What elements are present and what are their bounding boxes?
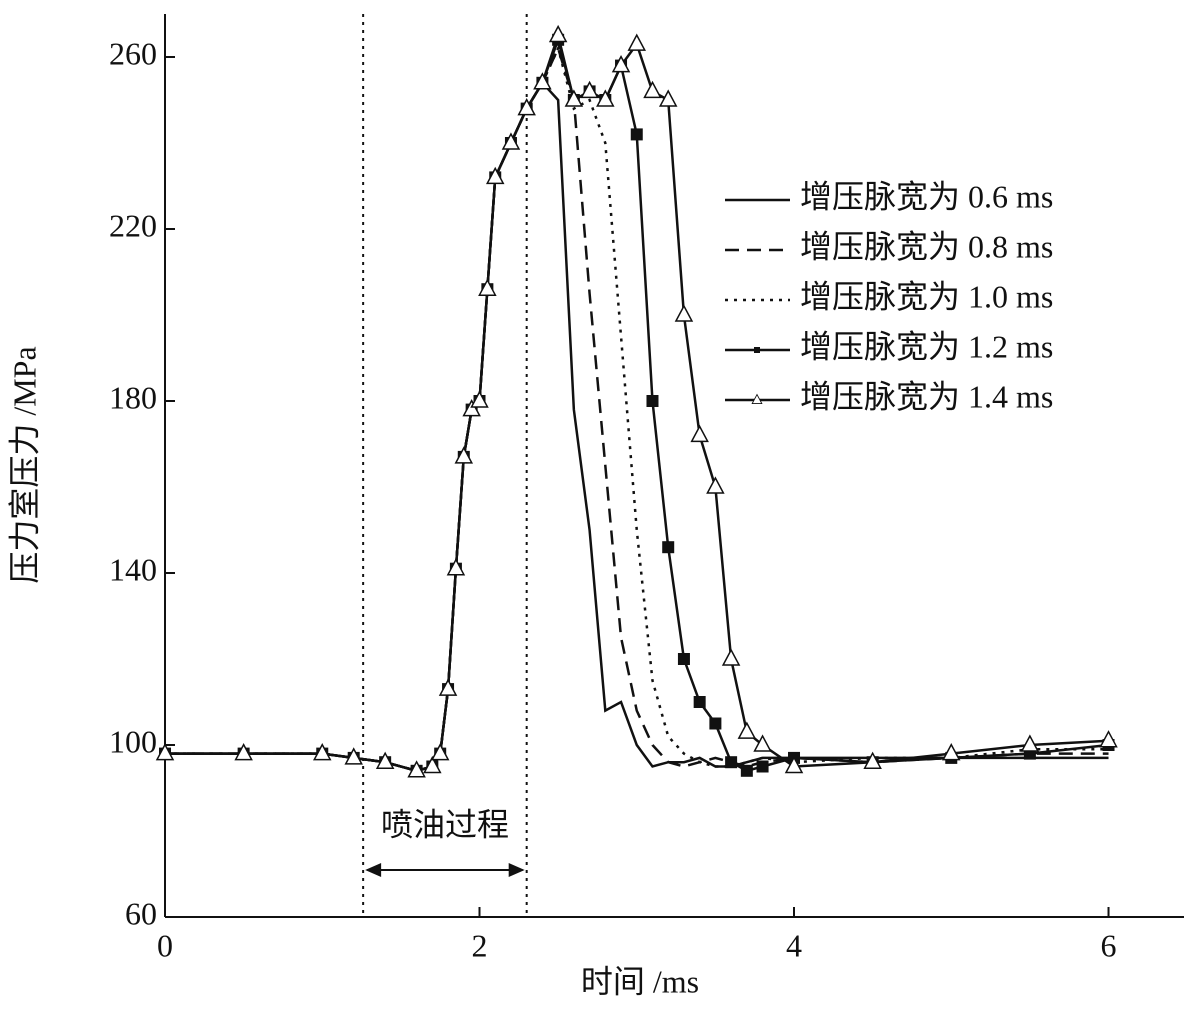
marker — [462, 399, 481, 417]
marker — [485, 166, 505, 185]
marker — [478, 278, 497, 296]
marker — [706, 476, 725, 494]
marker — [1020, 734, 1040, 752]
y-tick-label: 260 — [109, 35, 157, 71]
marker — [756, 760, 769, 773]
legend-label: 增压脉宽为 0.8 ms — [800, 228, 1053, 264]
x-axis-label: 时间 /ms — [581, 963, 699, 999]
y-tick-label: 60 — [125, 895, 157, 931]
marker — [501, 132, 521, 150]
marker — [784, 755, 804, 774]
legend-marker — [751, 393, 763, 405]
y-tick-label: 140 — [109, 551, 157, 587]
marker — [596, 89, 615, 107]
series-line — [165, 44, 1109, 773]
marker — [375, 751, 395, 769]
marker — [430, 743, 450, 761]
marker — [863, 751, 882, 769]
marker — [517, 98, 536, 116]
y-tick-label: 180 — [109, 379, 157, 415]
marker — [580, 80, 599, 99]
arrow-head — [365, 863, 382, 877]
marker — [643, 80, 662, 99]
marker — [611, 55, 631, 73]
marker — [407, 760, 426, 778]
marker — [737, 721, 757, 739]
marker — [454, 446, 474, 464]
marker — [627, 33, 647, 51]
marker — [753, 734, 772, 752]
marker — [446, 558, 466, 576]
x-tick-label: 4 — [786, 927, 802, 963]
marker — [234, 743, 253, 761]
y-axis-label: 压力室压力 /MPa — [6, 346, 42, 583]
y-tick-label: 100 — [109, 723, 157, 759]
arrow-head — [508, 863, 525, 877]
marker — [313, 743, 332, 761]
marker — [438, 678, 458, 696]
marker — [1099, 730, 1118, 748]
marker — [658, 89, 678, 107]
legend-label: 增压脉宽为 1.2 ms — [800, 328, 1053, 364]
marker — [674, 304, 694, 322]
y-tick-label: 220 — [109, 207, 157, 243]
marker — [942, 743, 961, 761]
marker — [423, 755, 442, 774]
marker — [564, 89, 584, 107]
legend-label: 增压脉宽为 1.4 ms — [800, 378, 1053, 414]
marker — [740, 764, 753, 777]
marker — [630, 128, 643, 141]
marker — [470, 390, 489, 408]
marker — [662, 541, 675, 554]
x-tick-label: 2 — [472, 927, 488, 963]
marker — [721, 648, 741, 666]
legend-marker — [754, 347, 760, 353]
annotation: 喷油过程 — [381, 806, 509, 842]
marker — [646, 395, 659, 407]
marker — [344, 747, 363, 765]
marker — [693, 696, 706, 708]
legend-label: 增压脉宽为 0.6 ms — [800, 178, 1053, 214]
marker — [725, 756, 738, 769]
marker — [677, 653, 690, 665]
x-tick-label: 0 — [157, 927, 173, 963]
x-tick-label: 6 — [1101, 927, 1117, 963]
marker — [155, 743, 175, 761]
legend-label: 增压脉宽为 1.0 ms — [800, 278, 1053, 314]
marker — [709, 717, 722, 730]
marker — [548, 24, 568, 43]
marker — [690, 424, 709, 443]
marker — [533, 72, 552, 90]
